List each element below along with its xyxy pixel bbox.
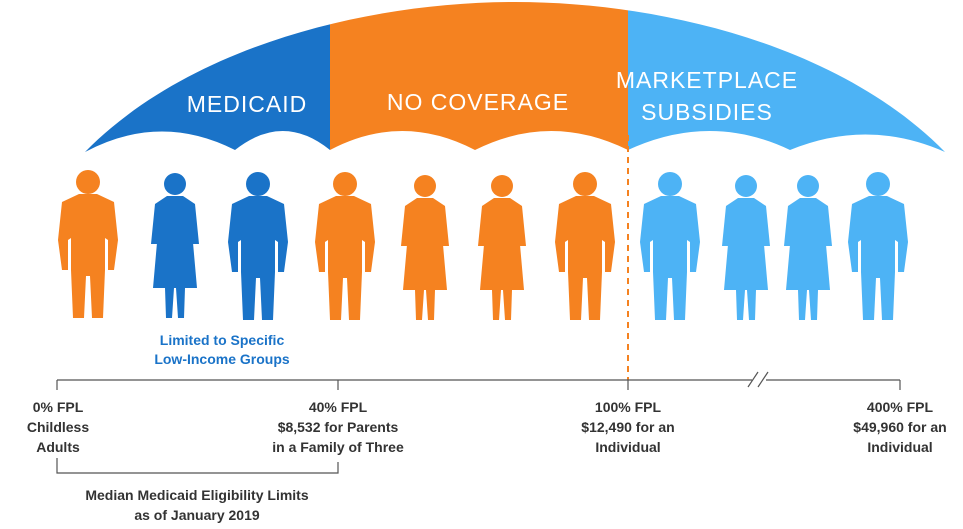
marker-label: $12,490 for an <box>581 419 674 435</box>
marker-label: in a Family of Three <box>272 439 404 455</box>
marker-label: Childless <box>27 419 89 435</box>
marker-label: 0% FPL <box>33 399 84 415</box>
person <box>640 172 700 320</box>
umbrella-label: MEDICAID <box>187 91 307 117</box>
umbrella <box>80 0 948 160</box>
marker-label: Individual <box>595 439 660 455</box>
marker-label: $49,960 for an <box>853 419 946 435</box>
no-coverage-panel <box>330 0 628 160</box>
marker-label: Adults <box>36 439 80 455</box>
person <box>784 175 832 320</box>
person <box>555 172 615 320</box>
person <box>58 170 118 318</box>
note: Low-Income Groups <box>154 351 290 367</box>
medicaid-panel <box>80 0 330 160</box>
person <box>478 175 526 320</box>
markers: 0% FPL Childless Adults 40% FPL $8,532 f… <box>27 399 947 455</box>
person <box>722 175 770 320</box>
bracket-label: Median Medicaid Eligibility Limits <box>85 487 308 503</box>
marker-label: Individual <box>867 439 932 455</box>
marker-label: 40% FPL <box>309 399 368 415</box>
person <box>228 172 288 320</box>
umbrella-label: MARKETPLACE <box>616 67 798 93</box>
people <box>58 170 908 320</box>
person <box>848 172 908 320</box>
person <box>151 173 199 318</box>
note: Limited to Specific <box>160 332 285 348</box>
umbrella-label: NO COVERAGE <box>387 89 569 115</box>
umbrella-label: SUBSIDIES <box>641 99 773 125</box>
marker-label: $8,532 for Parents <box>278 419 399 435</box>
timeline <box>57 372 900 473</box>
infographic: MEDICAID NO COVERAGE MARKETPLACE SUBSIDI… <box>0 0 963 529</box>
marker-label: 100% FPL <box>595 399 662 415</box>
person <box>401 175 449 320</box>
marker-label: 400% FPL <box>867 399 934 415</box>
bracket-label: as of January 2019 <box>134 507 260 523</box>
person <box>315 172 375 320</box>
